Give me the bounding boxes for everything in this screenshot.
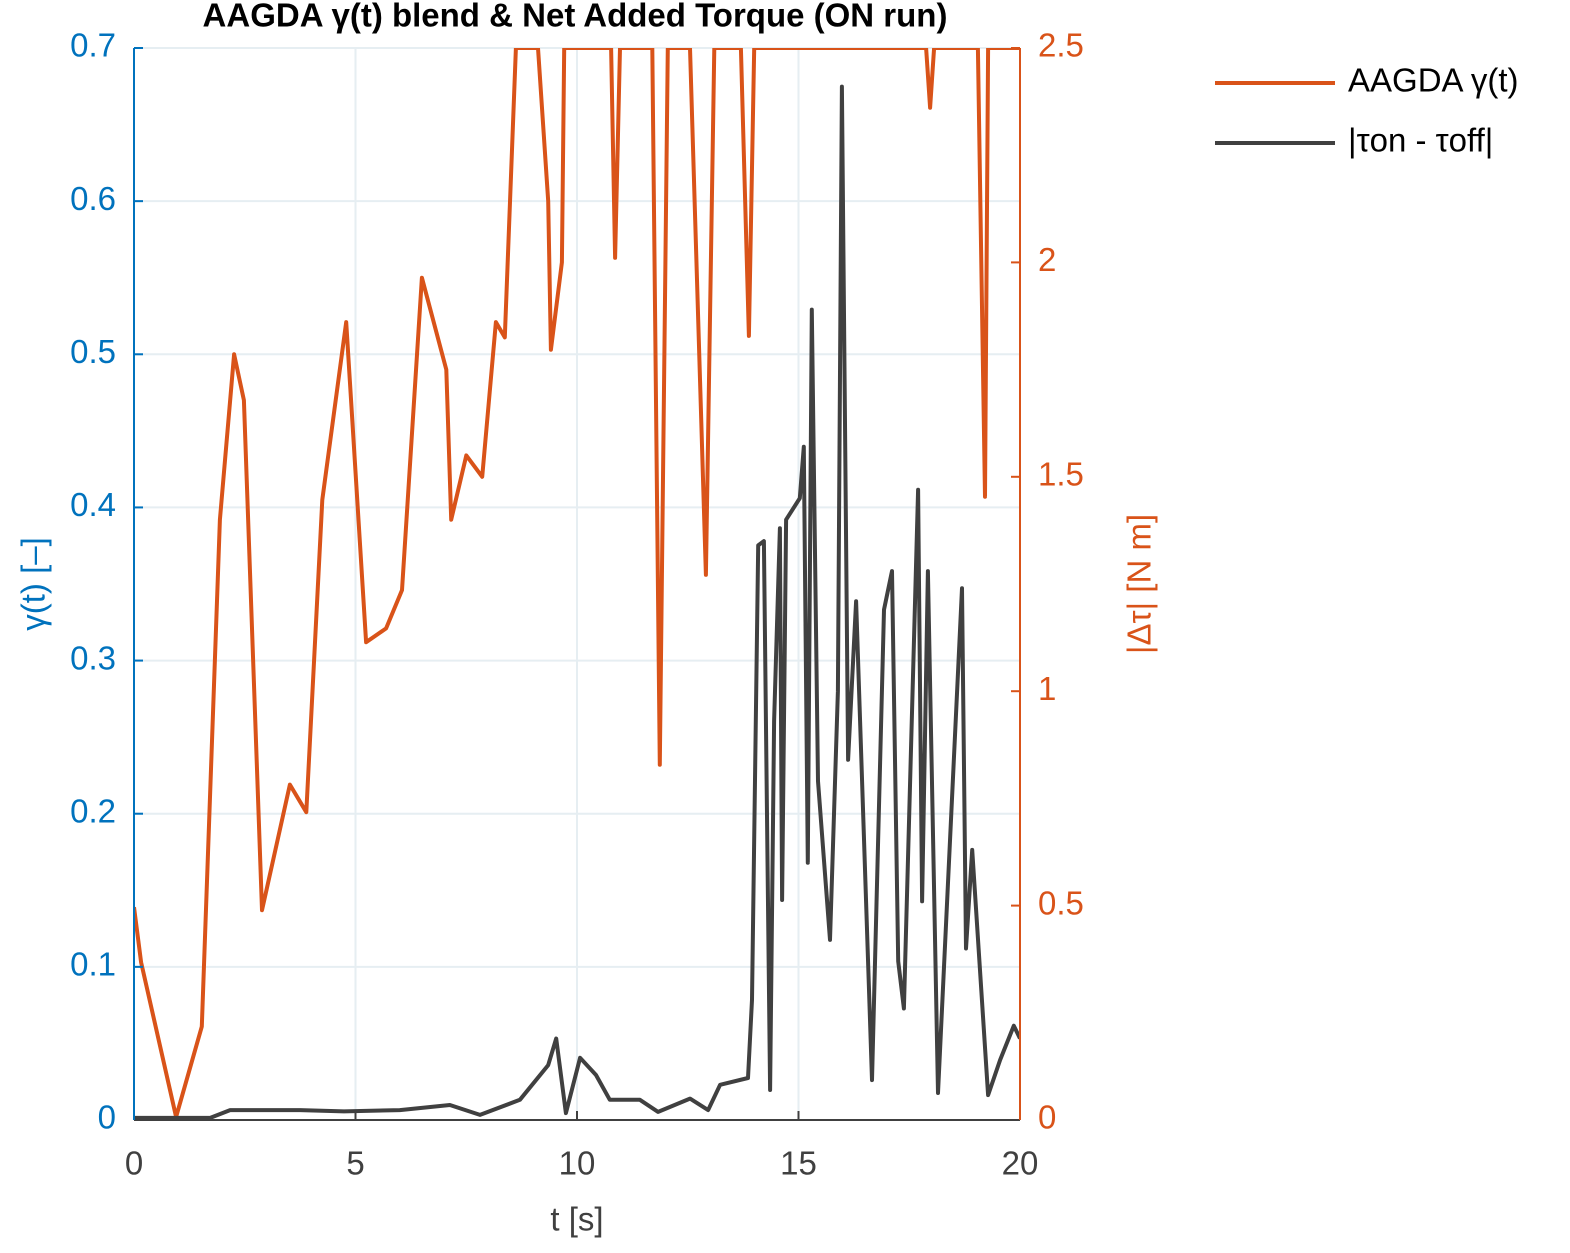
x-tick-label: 10 xyxy=(559,1145,596,1182)
y2-tick-label: 2.5 xyxy=(1038,27,1084,64)
y2-tick-label: 2 xyxy=(1038,241,1056,278)
y-tick-label: 0.2 xyxy=(70,792,116,829)
x-axis-label: t [s] xyxy=(550,1201,603,1238)
y-tick-label: 0 xyxy=(98,1099,116,1136)
y-axis-label: γ(t) [–] xyxy=(15,537,52,631)
x-tick-label: 0 xyxy=(125,1145,143,1182)
legend-label: |τon - τoff| xyxy=(1348,122,1493,159)
y-tick-label: 0.5 xyxy=(70,333,116,370)
y2-tick-label: 0 xyxy=(1038,1099,1056,1136)
x-tick-label: 20 xyxy=(1002,1145,1039,1182)
series-line xyxy=(134,48,1020,1119)
y-tick-label: 0.4 xyxy=(70,486,116,523)
axes: 0 5 10 15 20 0 0.1 0.2 0.3 0.4 0.5 0.6 0.7 0 0.5 1 1.5 2 2… xyxy=(70,27,1084,1182)
legend-label: AAGDA γ(t) xyxy=(1348,62,1519,99)
plot-area xyxy=(134,48,1020,1120)
y-tick-label: 0.3 xyxy=(70,639,116,676)
grid xyxy=(133,47,1021,1121)
y-tick-label: 0.6 xyxy=(70,180,116,217)
chart-title: AAGDA γ(t) blend & Net Added Torque (ON … xyxy=(203,0,948,34)
y-tick-label: 0.1 xyxy=(70,946,116,983)
y2-tick-label: 0.5 xyxy=(1038,884,1084,921)
series-line xyxy=(134,84,1020,1120)
legend: AAGDA γ(t) |τon - τoff| xyxy=(1215,62,1519,159)
y-tick-label: 0.7 xyxy=(70,27,116,64)
y2-axis-label: |Δτ| [N m] xyxy=(1121,514,1158,654)
x-tick-label: 15 xyxy=(780,1145,817,1182)
y2-tick-label: 1 xyxy=(1038,670,1056,707)
x-tick-label: 5 xyxy=(346,1145,364,1182)
y2-tick-label: 1.5 xyxy=(1038,456,1084,493)
